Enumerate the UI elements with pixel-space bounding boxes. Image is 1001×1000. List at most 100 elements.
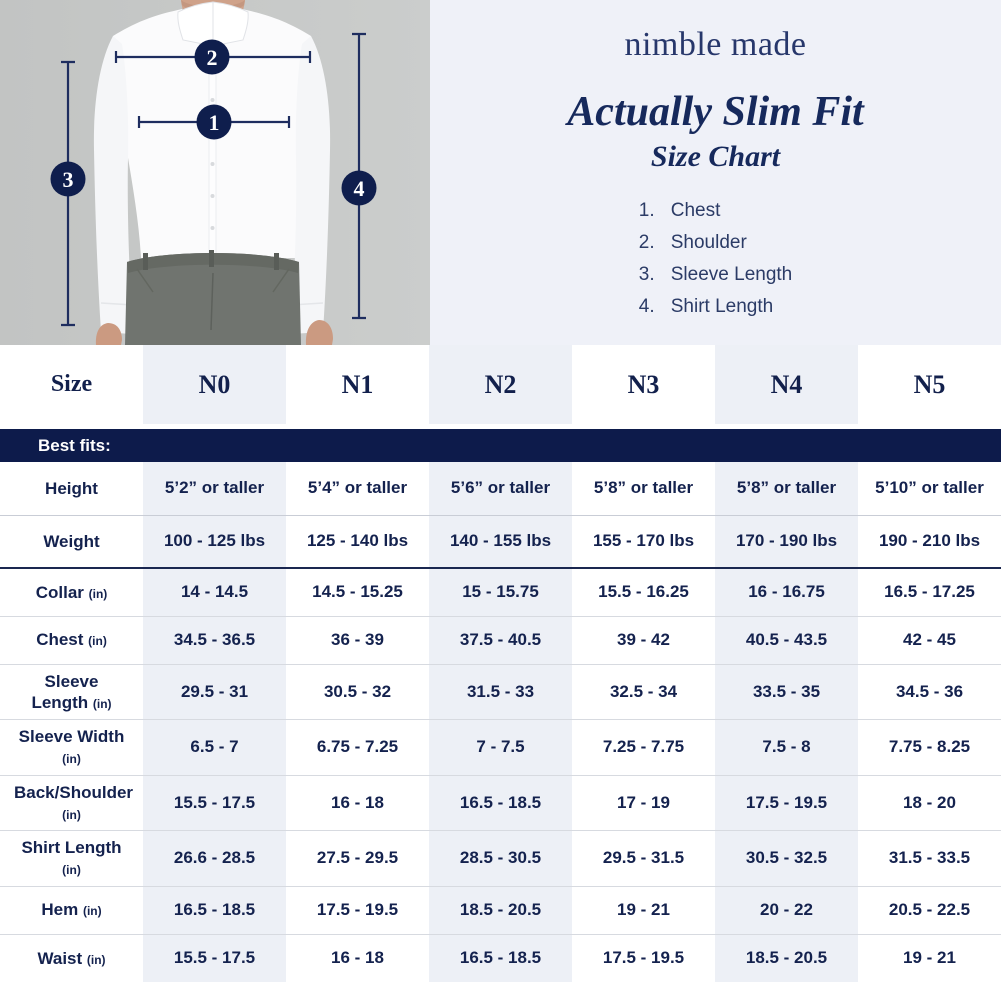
- legend-label: Shoulder: [670, 232, 747, 253]
- value-cell: 7 - 7.5: [429, 719, 572, 775]
- top-section: 2 1 3 4 nimble made Actually Slim Fit Si…: [0, 0, 1001, 345]
- value-cell: 100 - 125 lbs: [143, 514, 286, 569]
- row-label-unit: (in): [82, 904, 102, 919]
- value-cell: 19 - 21: [858, 933, 1001, 982]
- page-subtitle: Size Chart: [650, 140, 781, 173]
- table-row-collar: Collar (in) 14 - 14.5 14.5 - 15.25 15 - 15.…: [0, 568, 1001, 616]
- value-cell: 15.5 - 16.25: [598, 582, 689, 602]
- legend-number: 3.: [638, 264, 655, 285]
- legend-number: 1.: [638, 200, 655, 221]
- value-cell: 7.5 - 8: [715, 719, 858, 775]
- legend-number: 2.: [638, 232, 655, 253]
- value-cell: 16 - 16.75: [715, 568, 858, 616]
- value-cell: 7.25 - 7.75: [572, 719, 715, 775]
- legend-number: 4.: [638, 296, 655, 317]
- marker-2-circle: [194, 39, 230, 75]
- row-label: Sleeve Length (in): [0, 663, 143, 720]
- row-label: Weight: [0, 514, 143, 569]
- value-cell: 5’6” or taller: [429, 462, 572, 515]
- legend-label: Shirt Length: [670, 296, 774, 317]
- belt-loops: [143, 250, 279, 270]
- row-label: Height: [0, 462, 143, 515]
- value-cell: 5’4” or taller: [307, 478, 408, 498]
- value-cell: 28.5 - 30.5: [429, 830, 572, 886]
- row-label: Sleeve Width (in): [0, 719, 143, 775]
- row-label-text: Shirt Length: [21, 838, 122, 857]
- trouser-fly-seam: [210, 272, 214, 331]
- size-header-n4: N4: [715, 345, 858, 427]
- value-cell: 140 - 155 lbs: [429, 514, 572, 569]
- value-cell: 33.5 - 35: [715, 663, 858, 720]
- legend-item-2: 2. Shoulder: [639, 232, 793, 254]
- value-cell: 17.5 - 19.5: [286, 885, 429, 934]
- size-header-n1: N1: [341, 369, 374, 399]
- size-header-label: Size: [50, 371, 93, 397]
- row-label: Chest (in): [0, 615, 143, 664]
- row-label-unit: (in): [88, 634, 107, 649]
- table-row-height: Height 5’2” or taller 5’4” or taller 5’6” …: [0, 462, 1001, 515]
- row-label: Back/Shoulder (in): [0, 774, 143, 831]
- value-cell: 19 - 21: [572, 885, 715, 934]
- row-label-unit: (in): [86, 952, 106, 967]
- row-label-unit: (in): [88, 586, 108, 601]
- row-label-text: Weight: [43, 531, 100, 551]
- legend-label: Chest: [670, 200, 721, 221]
- row-label-text: Back/Shoulder: [14, 782, 134, 802]
- size-table-body: Best fits: Height 5’2” or taller 5’4” or …: [0, 424, 1001, 982]
- row-label-text: Height: [45, 478, 98, 498]
- row-label-unit: (in): [62, 863, 81, 878]
- value-cell: 16.5 - 18.5: [429, 774, 572, 831]
- table-row-shirt-length: Shirt Length (in) 26.6 - 28.5 27.5 - 29.5 2…: [0, 830, 1001, 886]
- row-label-text: Sleeve Length: [31, 671, 99, 712]
- table-row-chest: Chest (in) 34.5 - 36.5 36 - 39 37.5 - 40.5 3…: [0, 615, 1001, 664]
- fit-measurement-diagram: 2 1 3 4: [0, 0, 430, 345]
- value-cell: 20.5 - 22.5: [858, 885, 1001, 934]
- legend-item-3: 3. Sleeve Length: [639, 264, 793, 286]
- table-row-waist: Waist (in) 15.5 - 17.5 16 - 18 16.5 - 18.5 1…: [0, 933, 1001, 982]
- brand-header: nimble made Actually Slim Fit Size Chart…: [430, 0, 1001, 345]
- value-cell: 16.5 - 18.5: [143, 885, 286, 934]
- value-cell: 34.5 - 36: [858, 663, 1001, 720]
- marker-4-number: 4: [354, 176, 365, 201]
- row-label: Shirt Length (in): [0, 830, 143, 886]
- row-label: Waist (in): [0, 933, 143, 982]
- value-cell: 30.5 - 32.5: [715, 830, 858, 886]
- row-label-text: Waist: [37, 948, 87, 968]
- value-cell: 17.5 - 19.5: [715, 774, 858, 831]
- value-cell: 34.5 - 36.5: [143, 615, 286, 664]
- legend-item-1: 1. Chest: [639, 200, 793, 222]
- size-header-n5: N5: [913, 369, 946, 399]
- value-cell: 5’10” or taller: [875, 478, 984, 498]
- value-cell: 125 - 140 lbs: [286, 514, 429, 569]
- value-cell: 32.5 - 34: [572, 663, 715, 720]
- measurement-lines: [61, 32, 366, 327]
- value-cell: 29.5 - 31: [143, 663, 286, 720]
- value-cell: 26.6 - 28.5: [143, 830, 286, 886]
- value-cell: 20 - 22: [715, 885, 858, 934]
- value-cell: 36 - 39: [286, 615, 429, 664]
- value-cell: 27.5 - 29.5: [286, 830, 429, 886]
- value-cell: 5’2” or taller: [143, 462, 286, 515]
- table-row-sleeve-length: Sleeve Length (in) 29.5 - 31 30.5 - 32 31.5…: [0, 663, 1001, 720]
- row-label: Collar (in): [0, 568, 143, 616]
- value-cell: 6.75 - 7.25: [286, 719, 429, 775]
- size-table-head: Size N0 N1 N2 N3 N4 N5: [0, 345, 1001, 427]
- marker-3-number: 3: [63, 167, 74, 192]
- value-cell: 170 - 190 lbs: [715, 514, 858, 569]
- value-cell: 7.75 - 8.25: [858, 719, 1001, 775]
- shirt-right-sleeve: [291, 36, 331, 334]
- value-cell: 16 - 18: [286, 774, 429, 831]
- trouser-pockets: [136, 268, 290, 293]
- value-cell: 190 - 210 lbs: [858, 514, 1001, 569]
- value-cell: 16.5 - 18.5: [429, 933, 572, 982]
- marker-3-circle: [50, 161, 86, 197]
- row-label-unit: (in): [92, 696, 112, 711]
- value-cell: 37.5 - 40.5: [429, 615, 572, 664]
- table-row-weight: Weight 100 - 125 lbs 125 - 140 lbs 140 - 1…: [0, 514, 1001, 569]
- table-row-sleeve-width: Sleeve Width (in) 6.5 - 7 6.75 - 7.25 7 - 7…: [0, 719, 1001, 775]
- shirt-left-sleeve: [93, 36, 133, 334]
- value-cell: 14 - 14.5: [143, 568, 286, 616]
- value-cell: 16.5 - 17.25: [884, 582, 975, 602]
- value-cell: 30.5 - 32: [286, 663, 429, 720]
